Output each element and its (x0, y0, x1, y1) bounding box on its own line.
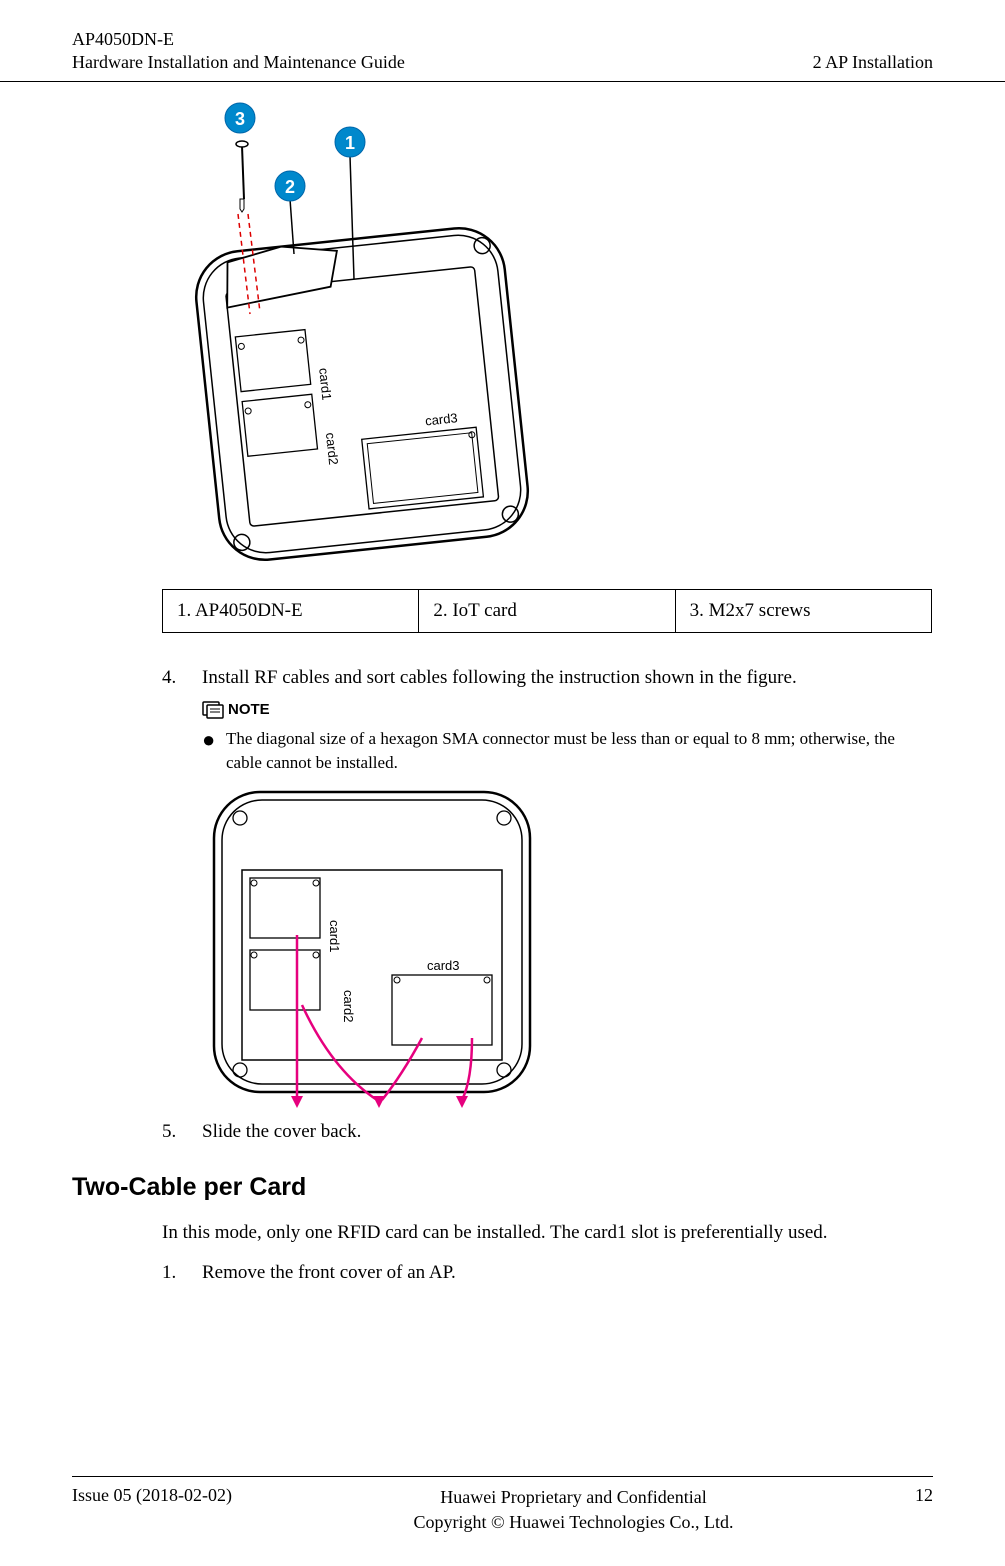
svg-text:card1: card1 (327, 920, 342, 953)
callout-1: 1 (345, 133, 355, 153)
footer-page: 12 (915, 1485, 933, 1534)
cable-routing-diagram: card1 card2 card3 (202, 780, 542, 1110)
note-text: The diagonal size of a hexagon SMA conne… (226, 727, 903, 775)
svg-text:card3: card3 (427, 958, 460, 973)
step-5-text: Slide the cover back. (202, 1121, 361, 1143)
note-block: NOTE (202, 701, 933, 719)
legend-cell-2: 2. IoT card (419, 589, 675, 632)
figure-cable-routing: card1 card2 card3 (202, 780, 542, 1115)
page-header: AP4050DN-E Hardware Installation and Mai… (0, 0, 1005, 82)
footer-issue: Issue 05 (2018-02-02) (72, 1485, 232, 1534)
footer-line2: Copyright © Huawei Technologies Co., Ltd… (413, 1510, 733, 1534)
footer-center: Huawei Proprietary and Confidential Copy… (413, 1485, 733, 1534)
section-intro: In this mode, only one RFID card can be … (162, 1222, 933, 1244)
callout-2: 2 (285, 177, 295, 197)
step-1b-num: 1. (162, 1262, 202, 1284)
note-bullet: ● The diagonal size of a hexagon SMA con… (202, 727, 933, 775)
step-5: 5. Slide the cover back. (162, 1121, 933, 1143)
footer-line1: Huawei Proprietary and Confidential (413, 1485, 733, 1509)
note-icon (202, 701, 226, 719)
step-5-num: 5. (162, 1121, 202, 1143)
figure-legend-table: 1. AP4050DN-E 2. IoT card 3. M2x7 screws (162, 589, 932, 633)
page-footer: Issue 05 (2018-02-02) Huawei Proprietary… (72, 1476, 933, 1534)
section-heading: Two-Cable per Card (72, 1173, 933, 1202)
ap-device-diagram: card1 card2 card3 (162, 94, 562, 574)
page-content: card1 card2 card3 (0, 82, 1005, 1285)
product-name: AP4050DN-E (72, 28, 405, 51)
callout-3: 3 (235, 109, 245, 129)
doc-title: Hardware Installation and Maintenance Gu… (72, 51, 405, 74)
svg-text:card2: card2 (341, 990, 356, 1023)
legend-cell-3: 3. M2x7 screws (675, 589, 931, 632)
step-4-text: Install RF cables and sort cables follow… (202, 667, 797, 689)
figure-ap-iot-card: card1 card2 card3 (162, 94, 562, 579)
note-header: NOTE (202, 701, 933, 719)
legend-cell-1: 1. AP4050DN-E (163, 589, 419, 632)
chapter-title: 2 AP Installation (813, 51, 933, 74)
step-1b: 1. Remove the front cover of an AP. (162, 1262, 933, 1284)
note-label: NOTE (228, 701, 270, 718)
step-4-num: 4. (162, 667, 202, 689)
header-left: AP4050DN-E Hardware Installation and Mai… (72, 28, 405, 75)
bullet-icon: ● (202, 727, 226, 775)
step-1b-text: Remove the front cover of an AP. (202, 1262, 456, 1284)
step-4: 4. Install RF cables and sort cables fol… (162, 667, 933, 689)
